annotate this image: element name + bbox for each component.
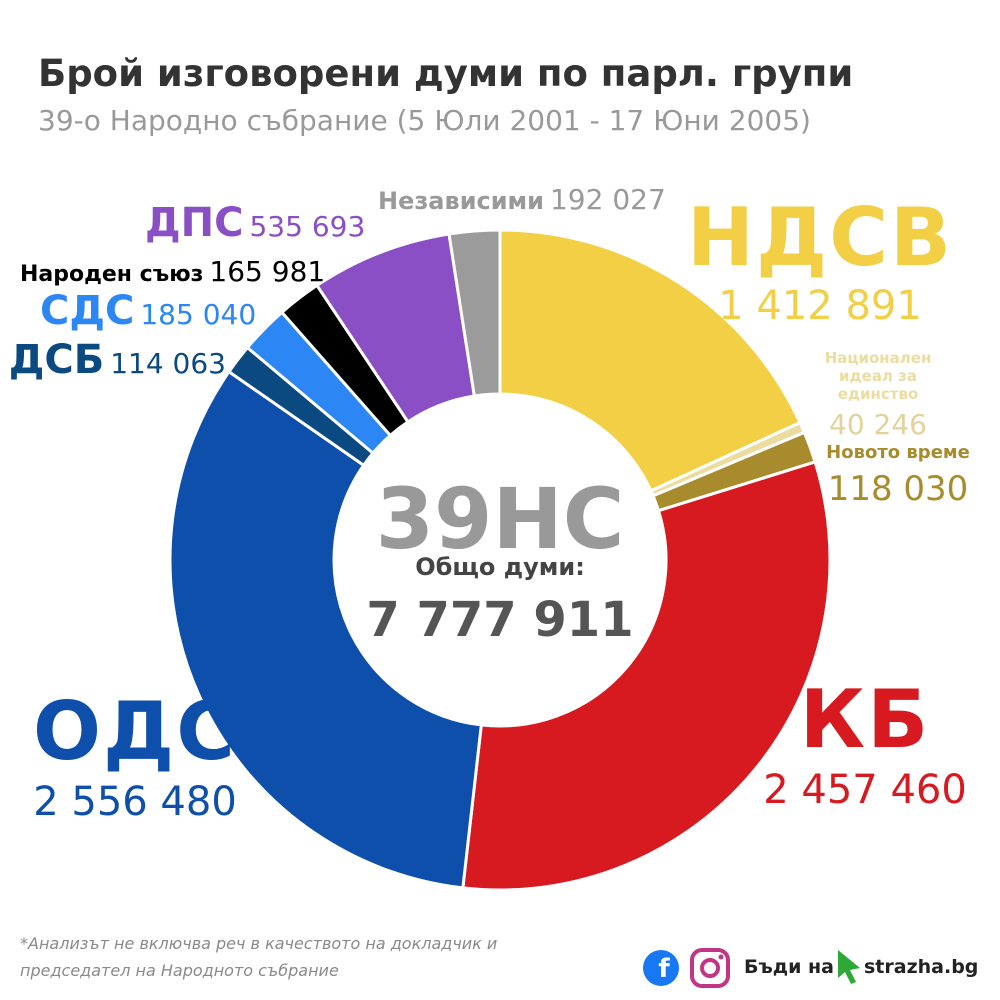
slice-label: Независими 192 027 (378, 186, 666, 214)
value-label: 1 412 891 (718, 283, 922, 329)
slice-label: ДСБ 114 063 (9, 340, 226, 380)
value-label: 114 063 (110, 347, 226, 380)
category-label: СДС (40, 288, 135, 334)
value-label: 535 693 (249, 210, 366, 243)
category-label: Новото време (826, 442, 970, 463)
slice-label: НДСВ 1 412 891 (687, 191, 953, 329)
value-label: 165 981 (209, 255, 326, 288)
value-label: 2 556 480 (33, 779, 237, 825)
value-label: 192 027 (549, 183, 666, 216)
category-label: КБ (799, 673, 931, 766)
chart-subtitle: 39-о Народно събрание (5 Юли 2001 - 17 Ю… (38, 104, 811, 137)
footnote: председател на Народното събрание (20, 961, 339, 980)
slice (498, 228, 803, 493)
center-label: Общо думи: (415, 553, 585, 581)
value-label: 118 030 (827, 469, 969, 509)
slice-label: Национален идеал за единство 40 246 (803, 349, 953, 439)
slice-label: ОДС 2 556 480 (33, 685, 237, 825)
footnote: *Анализът не включва реч в качеството на… (20, 934, 498, 953)
brand-icons: f (643, 948, 860, 988)
category-label: НДСВ (687, 191, 953, 284)
value-label: 185 040 (140, 298, 257, 331)
slice-label: КБ 2 457 460 (763, 673, 967, 813)
slice-label: ДПС 535 693 (145, 203, 365, 243)
instagram-icon[interactable] (690, 948, 730, 988)
value-label: 40 246 (829, 408, 927, 441)
slice-label: Народен съюз 165 981 (20, 258, 325, 286)
category-label: Народен съюз (20, 262, 204, 287)
slice-label: Новото време 118 030 (826, 442, 970, 509)
brand-link[interactable]: strazha.bg (864, 956, 979, 978)
slice (168, 369, 483, 890)
category-label: ДПС (145, 200, 244, 246)
total: 7 777 911 (366, 592, 634, 648)
category-label: Независими (378, 187, 544, 215)
facebook-icon[interactable] (643, 950, 679, 986)
value-label: 2 457 460 (763, 767, 967, 813)
center-title: 39НС (375, 470, 625, 568)
cursor-icon (838, 950, 860, 984)
slice (461, 460, 832, 892)
chart-title: Брой изговорени думи по парл. групи (38, 52, 854, 95)
slice (447, 228, 502, 398)
svg-text:f: f (658, 954, 670, 984)
slice-label: СДС 185 040 (40, 291, 256, 331)
brand-text: Бъди на (744, 956, 834, 978)
category-label: ДСБ (8, 337, 105, 383)
category-label: Национален идеал за единство (824, 349, 932, 403)
category-label: ОДС (33, 685, 237, 778)
